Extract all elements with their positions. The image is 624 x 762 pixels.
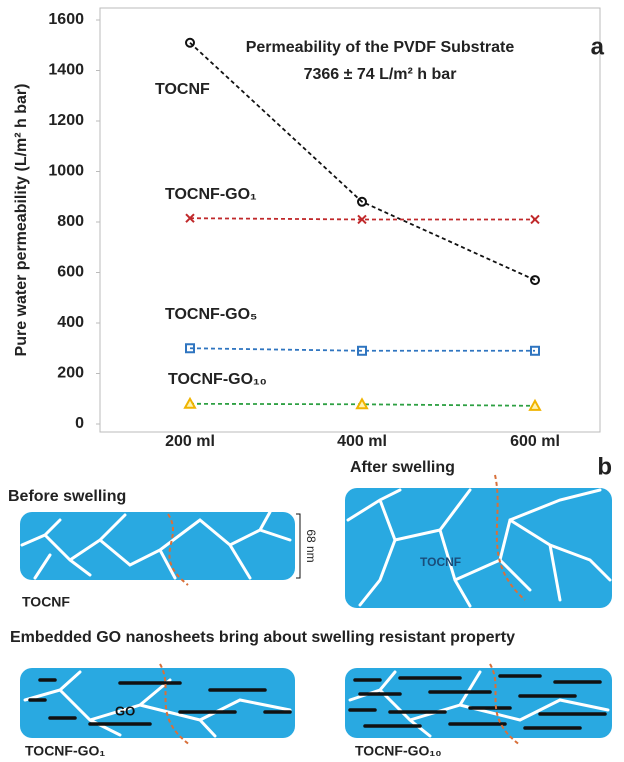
y-tick-label: 400 (57, 314, 84, 331)
series-label: TOCNF-GO₁ (165, 186, 257, 203)
marker (357, 196, 367, 207)
y-tick-label: 200 (57, 365, 84, 382)
membrane (20, 512, 295, 580)
nanosheets (348, 674, 607, 730)
label: Before swelling (8, 488, 126, 505)
marker (355, 397, 369, 410)
y-tick-label: 1200 (48, 112, 84, 129)
y-tick-label: 600 (57, 264, 84, 281)
marker (185, 37, 195, 48)
marker (528, 398, 542, 411)
series-line (189, 347, 535, 352)
y-tick-label: 1600 (48, 11, 84, 28)
membrane (345, 488, 612, 608)
flow-path (167, 513, 189, 586)
marker (530, 345, 540, 356)
annotation: Permeability of the PVDF Substrate (246, 39, 515, 56)
label: GO (115, 703, 135, 718)
y-tick-label: 800 (57, 213, 84, 230)
diagram: b After swelling Before swelling 68 nm T… (8, 453, 612, 759)
flow-path (494, 474, 526, 601)
label: After swelling (350, 459, 455, 476)
thickness-label: 68 nm (304, 529, 318, 562)
series-label: TOCNF-GO₅ (165, 306, 257, 323)
marker (530, 275, 540, 286)
crack (20, 510, 292, 580)
heading: Embedded GO nanosheets bring about swell… (10, 629, 515, 646)
marker (357, 345, 367, 356)
x-tick-label: 200 ml (165, 433, 215, 450)
marker (185, 343, 195, 354)
series-line (189, 42, 536, 281)
bracket (296, 513, 301, 579)
panel-label: a (591, 33, 605, 60)
y-axis-title: Pure water permeability (L/m² h bar) (13, 84, 30, 357)
series-label: TOCNF (155, 81, 210, 98)
series-line (189, 402, 536, 407)
y-tick-label: 0 (75, 415, 84, 432)
plot-frame (99, 7, 601, 433)
marker (357, 214, 367, 225)
label: TOCNF (22, 594, 70, 610)
annotation: 7366 ± 74 L/m² h bar (304, 66, 457, 83)
label: TOCNF-GO₁ (25, 743, 105, 759)
y-tick-label: 1400 (48, 62, 84, 79)
panel-label: b (597, 453, 612, 480)
crack (23, 670, 292, 738)
marker (185, 213, 195, 223)
nanosheets (28, 678, 292, 726)
flow-path (159, 663, 191, 746)
series-label: TOCNF-GO₁₀ (168, 371, 267, 388)
marker (183, 396, 197, 409)
y-tick-label: 1000 (48, 163, 84, 180)
flow-path (489, 663, 521, 746)
x-tick-label: 400 ml (337, 433, 387, 450)
series-line (189, 217, 535, 221)
marker (530, 214, 540, 225)
label: TOCNF-GO₁₀ (355, 743, 442, 759)
x-tick-label: 600 ml (510, 433, 560, 450)
crack (348, 670, 610, 738)
label: TOCNF (420, 555, 461, 569)
